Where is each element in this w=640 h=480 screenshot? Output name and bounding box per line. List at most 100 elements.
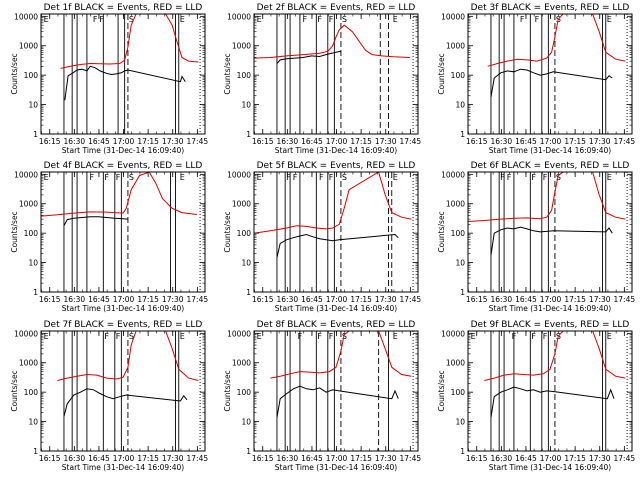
y-tick-label: 10	[455, 418, 465, 427]
y-axis-label: Counts/sec	[10, 370, 19, 411]
x-tick-label: 16:30	[64, 295, 86, 304]
series-events-line	[63, 216, 128, 226]
x-tick-label: 17:00	[540, 454, 562, 463]
series-lld-line	[254, 24, 410, 59]
x-tick-label: 16:30	[277, 454, 299, 463]
plot-frame	[253, 330, 419, 452]
x-tick-label: 17:30	[375, 295, 397, 304]
y-tick-label: 10	[28, 418, 38, 427]
plot-frame	[40, 330, 206, 452]
marker-label: F	[535, 15, 540, 24]
marker-label: E	[257, 15, 262, 24]
x-tick-label: 16:15	[252, 454, 274, 463]
y-tick-label: 100	[237, 388, 252, 397]
x-tick-label: 16:15	[39, 295, 61, 304]
x-tick-label: 17:15	[350, 295, 372, 304]
x-tick-label: 16:30	[64, 137, 86, 146]
x-tick-label: 17:30	[589, 137, 611, 146]
marker-label: S	[342, 332, 347, 341]
x-axis-label: Start Time (31-Dec-14 16:09:40)	[275, 304, 397, 313]
x-tick-label: 17:30	[589, 454, 611, 463]
x-tick-label: 16:15	[466, 295, 488, 304]
plot-frame	[467, 171, 633, 293]
x-tick-label: 17:00	[326, 454, 348, 463]
series-lld-line	[270, 331, 412, 379]
y-tick-label: 10	[28, 101, 38, 110]
x-tick-label: 17:45	[614, 295, 636, 304]
marker-label: F	[520, 15, 525, 24]
marker-label: S	[556, 173, 561, 182]
y-tick-label: 1	[246, 130, 251, 139]
series-events-line	[276, 233, 399, 258]
panel-title: Det 8f BLACK = Events, RED = LLD	[257, 320, 416, 330]
panel-title: Det 7f BLACK = Events, RED = LLD	[44, 320, 203, 330]
x-tick-label: 17:15	[564, 295, 586, 304]
y-tick-label: 10	[28, 259, 38, 268]
x-axis-label: Start Time (31-Dec-14 16:09:40)	[489, 304, 611, 313]
series-events-line	[490, 68, 613, 98]
y-tick-label: 1000	[19, 200, 38, 209]
x-tick-label: 16:15	[466, 454, 488, 463]
y-tick-label: 10000	[14, 170, 38, 179]
series-events-line	[490, 226, 613, 256]
marker-label: F	[116, 173, 121, 182]
x-tick-label: 17:15	[137, 295, 159, 304]
y-tick-label: 1	[33, 447, 38, 456]
x-tick-label: 16:45	[301, 295, 323, 304]
x-tick-label: 17:15	[350, 137, 372, 146]
x-tick-label: 16:45	[88, 295, 110, 304]
y-tick-label: 1000	[232, 42, 251, 51]
series-lld-line	[60, 14, 199, 69]
x-tick-label: 16:45	[515, 295, 537, 304]
x-tick-label: 17:30	[162, 137, 184, 146]
marker-label: S	[342, 173, 347, 182]
x-tick-label: 16:30	[277, 295, 299, 304]
x-tick-label: 17:30	[162, 295, 184, 304]
marker-label: E	[257, 173, 262, 182]
y-axis-label: Counts/sec	[223, 211, 232, 252]
y-tick-label: 10	[241, 418, 251, 427]
marker-label: F	[329, 15, 334, 24]
y-axis-label: Counts/sec	[223, 53, 232, 94]
x-tick-label: 17:45	[187, 295, 209, 304]
marker-label: S	[129, 15, 134, 24]
x-tick-label: 17:15	[137, 454, 159, 463]
x-tick-label: 16:45	[515, 137, 537, 146]
marker-label: F	[543, 173, 548, 182]
panel-title: Det 3f BLACK = Events, RED = LLD	[471, 3, 630, 13]
plot-frame	[40, 171, 206, 293]
marker-label: E	[180, 15, 185, 24]
marker-label: F	[293, 173, 298, 182]
marker-label: E	[607, 173, 612, 182]
marker-label: F	[329, 173, 334, 182]
x-tick-label: 17:30	[375, 454, 397, 463]
x-tick-label: 16:15	[39, 454, 61, 463]
marker-label: E	[471, 332, 476, 341]
marker-label: E	[257, 332, 262, 341]
x-tick-label: 17:00	[540, 137, 562, 146]
x-tick-label: 17:45	[187, 137, 209, 146]
y-tick-label: 10	[241, 259, 251, 268]
marker-label: F	[303, 15, 308, 24]
marker-label: F	[90, 173, 95, 182]
series-lld-line	[487, 14, 626, 67]
x-tick-label: 17:15	[564, 137, 586, 146]
marker-label: F	[500, 173, 505, 182]
y-axis-label: Counts/sec	[10, 211, 19, 252]
marker-label: E	[44, 332, 49, 341]
marker-label: E	[44, 173, 49, 182]
marker-label: E	[180, 332, 185, 341]
y-tick-label: 10000	[14, 329, 38, 338]
y-tick-label: 100	[237, 229, 252, 238]
y-axis-label: Counts/sec	[10, 53, 19, 94]
x-tick-label: 17:00	[113, 454, 135, 463]
panel-title: Det 2f BLACK = Events, RED = LLD	[257, 3, 416, 13]
marker-label: F	[531, 332, 536, 341]
y-tick-label: 1000	[446, 359, 465, 368]
panel-title: Det 4f BLACK = Events, RED = LLD	[44, 161, 203, 171]
x-tick-label: 16:30	[277, 137, 299, 146]
plot-frame	[467, 330, 633, 452]
